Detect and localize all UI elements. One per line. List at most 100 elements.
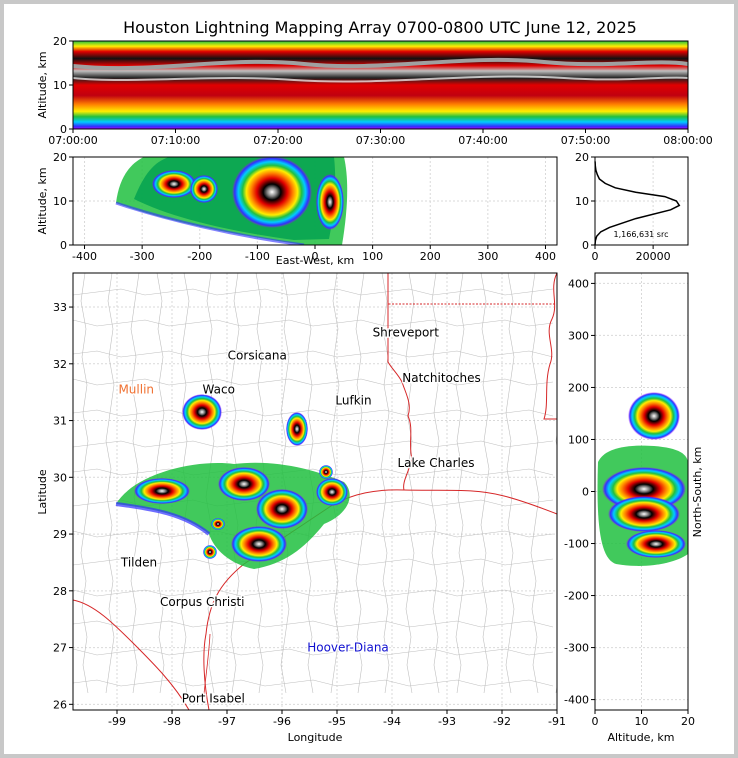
lightning-activity bbox=[115, 394, 350, 569]
north-south-x-tick-label: 10 bbox=[635, 715, 649, 728]
county-line bbox=[155, 273, 165, 694]
north-south-y-ticks: -400 -300 -200 -100 0 100 200 300 400 bbox=[564, 277, 595, 707]
east-west-x-tick-label: -400 bbox=[72, 250, 97, 263]
time-height-y-ticks: 0 10 20 bbox=[53, 35, 73, 136]
altitude-histogram-y-tick-label: 10 bbox=[575, 195, 589, 208]
place-label: Hoover-Diana bbox=[307, 641, 389, 655]
north-south-y-tick-label: 100 bbox=[568, 433, 589, 446]
time-height-x-tick-label: 08:00:00 bbox=[663, 134, 712, 147]
altitude-histogram-x-ticks: 0 20000 bbox=[592, 245, 671, 263]
place-label: Shreveport bbox=[373, 326, 440, 340]
north-south-y-tick-label: -200 bbox=[564, 590, 589, 603]
county-line bbox=[73, 679, 554, 687]
plan-view-x-ticks: -99 -98 -97 -96 -95 -94 -93 -92 -91 bbox=[108, 710, 566, 728]
east-west-y-ticks: 0 10 20 bbox=[53, 151, 73, 252]
county-line bbox=[73, 350, 554, 358]
altitude-histogram-x-tick-label: 20000 bbox=[636, 250, 671, 263]
north-south-x-tick-label: 0 bbox=[592, 715, 599, 728]
county-line bbox=[105, 273, 115, 694]
plan-view-x-tick-label: -91 bbox=[548, 715, 566, 728]
time-height-x-ticks: 07:00:00 07:10:00 07:20:00 07:30:00 07:40:00… bbox=[48, 129, 713, 147]
east-west-x-tick-label: -200 bbox=[187, 250, 212, 263]
time-height-x-tick-label: 07:00:00 bbox=[48, 134, 97, 147]
barrier-island bbox=[203, 633, 211, 695]
north-south-y-tick-label: -100 bbox=[564, 538, 589, 551]
county-line bbox=[73, 288, 554, 296]
north-south-y-tick-label: -400 bbox=[564, 694, 589, 707]
county-line bbox=[505, 273, 515, 694]
east-west-density bbox=[115, 157, 348, 245]
county-line bbox=[73, 440, 554, 448]
altitude-histogram-panel: 1,166,631 src 0 20000 0 10 20 bbox=[575, 151, 689, 263]
north-south-x-tick-label: 20 bbox=[681, 715, 695, 728]
east-west-x-tick-label: 100 bbox=[362, 250, 383, 263]
east-west-y-tick-label: 10 bbox=[53, 195, 67, 208]
source-count-annotation: 1,166,631 src bbox=[614, 230, 669, 239]
north-south-y-tick-label: -300 bbox=[564, 642, 589, 655]
place-labels: Shreveport Corsicana Natchitoches Mullin Wac… bbox=[117, 324, 482, 707]
altitude-histogram-x-tick-label: 0 bbox=[592, 250, 599, 263]
time-height-x-tick-label: 07:20:00 bbox=[253, 134, 302, 147]
north-south-x-ticks: 0 10 20 bbox=[592, 710, 695, 728]
north-south-y-tick-label: 0 bbox=[582, 486, 589, 499]
north-south-y-tick-label: 400 bbox=[568, 277, 589, 290]
county-line bbox=[530, 273, 540, 694]
place-label: Tilden bbox=[120, 555, 157, 569]
time-height-y-tick-label: 20 bbox=[53, 35, 67, 48]
county-lines bbox=[73, 273, 557, 694]
plan-view-x-tick-label: -96 bbox=[273, 715, 291, 728]
plan-view-x-tick-label: -94 bbox=[383, 715, 401, 728]
east-west-x-tick-label: 200 bbox=[420, 250, 441, 263]
county-line bbox=[405, 273, 415, 694]
place-label: Corsicana bbox=[228, 348, 287, 362]
state-border-mississippi bbox=[543, 273, 557, 420]
county-line bbox=[355, 273, 365, 694]
north-south-density bbox=[597, 392, 688, 566]
county-line bbox=[73, 409, 554, 417]
place-label: Port Isabel bbox=[182, 692, 245, 706]
east-west-x-tick-label: 400 bbox=[535, 250, 556, 263]
county-line bbox=[73, 558, 554, 566]
plan-view-x-tick-label: -92 bbox=[493, 715, 511, 728]
east-west-x-label: East-West, km bbox=[276, 254, 354, 267]
plan-view-y-tick-label: 29 bbox=[53, 528, 67, 541]
county-line bbox=[73, 319, 554, 327]
figure-frame: Houston Lightning Mapping Array 0700-080… bbox=[4, 4, 734, 754]
plan-view-y-tick-label: 27 bbox=[53, 642, 67, 655]
north-south-y-label: North-South, km bbox=[691, 447, 704, 538]
plan-view-panel: Shreveport Corsicana Natchitoches Mullin Wac… bbox=[36, 272, 566, 744]
plan-view-x-tick-label: -93 bbox=[438, 715, 456, 728]
county-line bbox=[80, 273, 90, 694]
north-south-panel: 0 10 20 -400 -300 -200 -100 0 100 200 300 400 Alti… bbox=[564, 272, 704, 744]
plan-view-x-tick-label: -95 bbox=[328, 715, 346, 728]
figure-title: Houston Lightning Mapping Array 0700-080… bbox=[123, 18, 637, 37]
county-line bbox=[480, 273, 490, 694]
county-line bbox=[455, 273, 465, 694]
east-west-x-tick-label: 300 bbox=[477, 250, 498, 263]
east-west-y-label: Altitude, km bbox=[36, 167, 49, 234]
time-height-texture bbox=[73, 57, 688, 83]
time-height-x-tick-label: 07:30:00 bbox=[356, 134, 405, 147]
place-label: Mullin bbox=[118, 382, 154, 396]
east-west-y-tick-label: 0 bbox=[60, 239, 67, 252]
plan-view-x-tick-label: -97 bbox=[218, 715, 236, 728]
time-height-panel: 07:00:00 07:10:00 07:20:00 07:30:00 07:40:00… bbox=[36, 35, 713, 147]
state-border-tx-la bbox=[387, 273, 413, 491]
altitude-histogram-line bbox=[594, 161, 681, 246]
plan-view-y-tick-label: 28 bbox=[53, 585, 67, 598]
border-mexico bbox=[73, 599, 190, 710]
county-line bbox=[380, 273, 390, 694]
time-height-x-tick-label: 07:10:00 bbox=[151, 134, 200, 147]
time-height-x-tick-label: 07:50:00 bbox=[561, 134, 610, 147]
plan-view-y-label: Latitude bbox=[36, 469, 49, 515]
place-label: Natchitoches bbox=[402, 371, 480, 385]
east-west-x-ticks: -400 -300 -200 -100 0 100 200 300 400 bbox=[72, 245, 556, 263]
east-west-x-tick-label: 0 bbox=[312, 250, 319, 263]
county-line bbox=[430, 273, 440, 694]
north-south-y-tick-label: 200 bbox=[568, 381, 589, 394]
lma-figure: Houston Lightning Mapping Array 0700-080… bbox=[36, 18, 713, 744]
plan-view-basemap: Shreveport Corsicana Natchitoches Mullin Wac… bbox=[73, 273, 557, 710]
plan-view-y-tick-label: 31 bbox=[53, 415, 67, 428]
time-height-y-tick-label: 10 bbox=[53, 79, 67, 92]
time-height-density bbox=[73, 41, 688, 129]
